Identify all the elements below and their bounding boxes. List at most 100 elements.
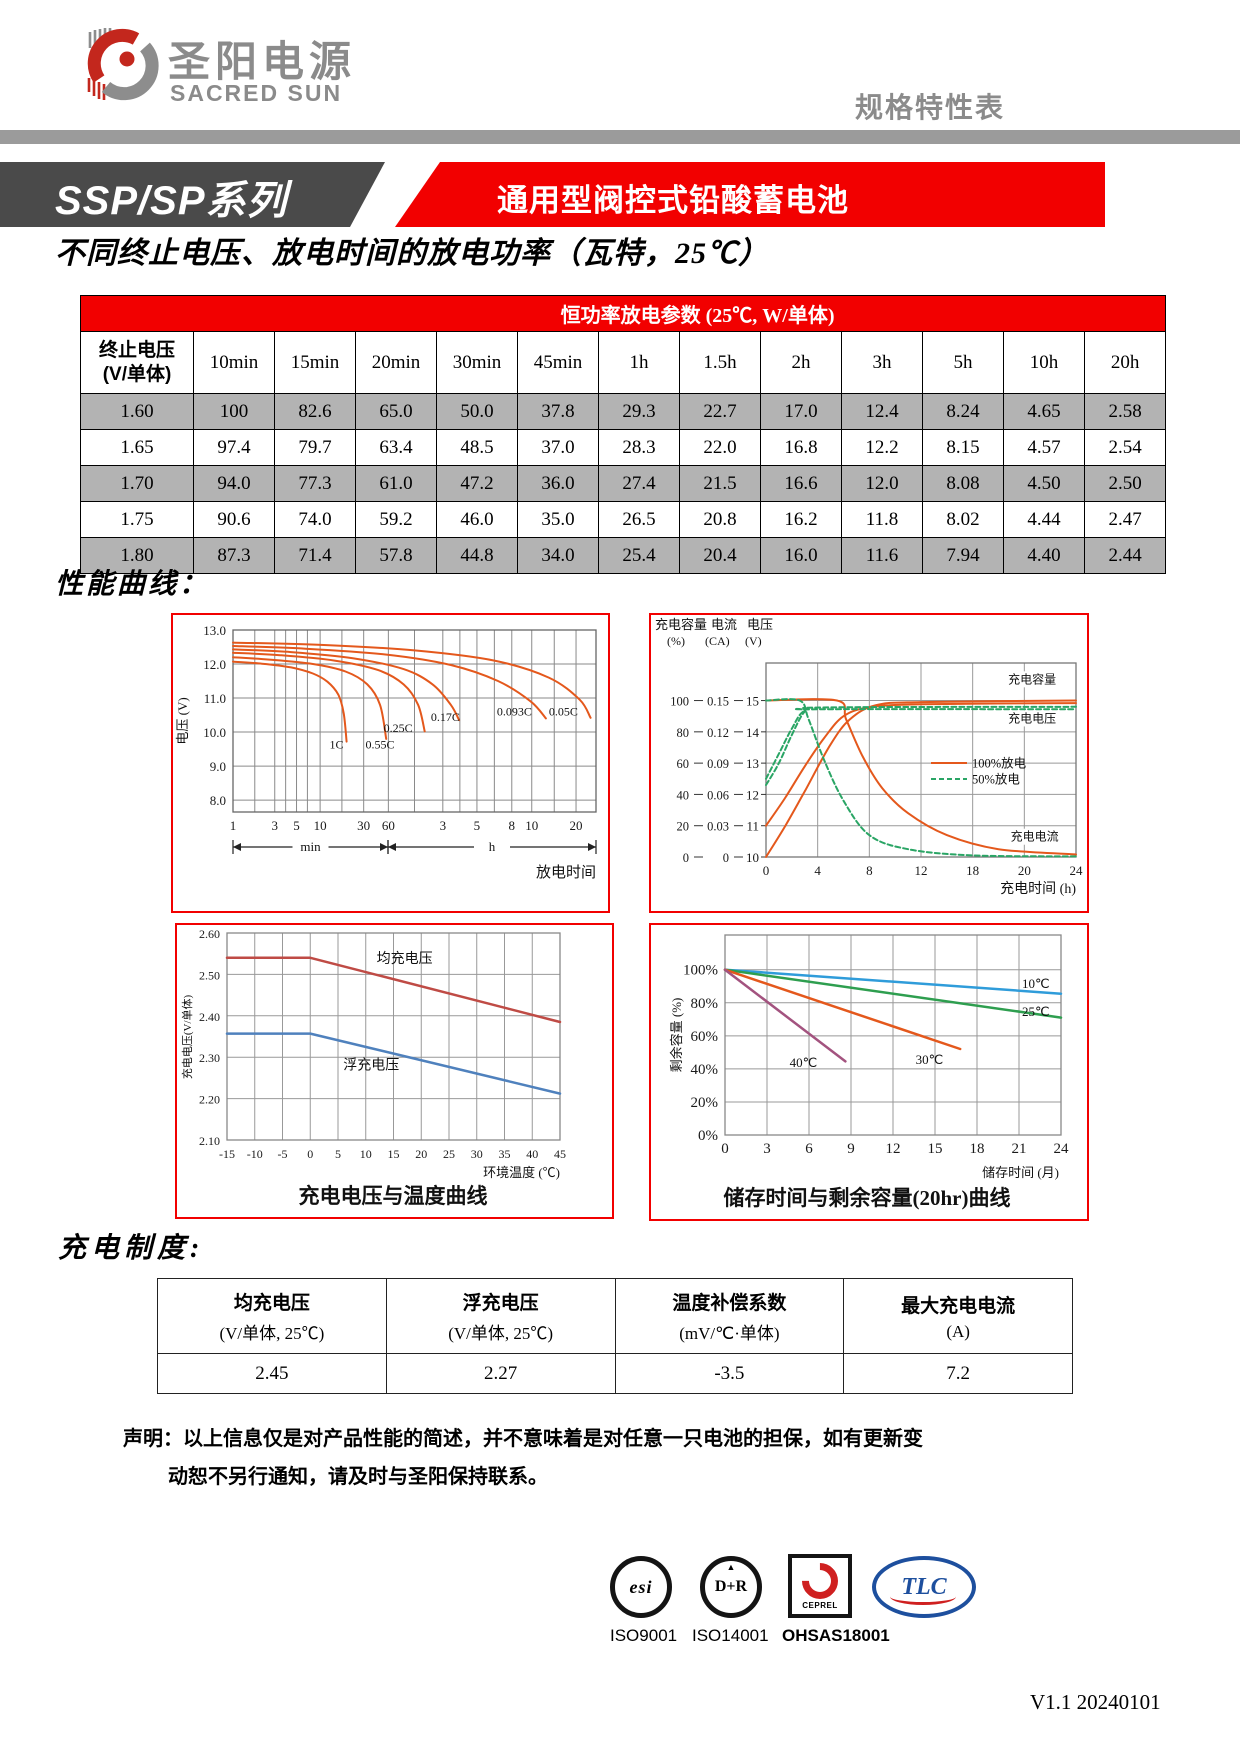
svg-text:充电电压与温度曲线: 充电电压与温度曲线	[299, 1184, 488, 1208]
svg-text:0%: 0%	[698, 1128, 718, 1144]
power-value-cell: 16.8	[760, 429, 842, 466]
svg-text:0.09: 0.09	[707, 757, 729, 771]
column-header: 20h	[1083, 331, 1167, 394]
power-value-cell: 29.3	[598, 393, 680, 430]
svg-text:30: 30	[471, 1147, 483, 1161]
svg-text:25℃: 25℃	[1022, 1004, 1050, 1019]
charge-voltage-temperature-chart: -15 -10 -5 0 5 10 15 20 25 30 35 40 45 2.10 2.20 2.30 2.…	[175, 923, 614, 1219]
svg-text:5: 5	[335, 1147, 341, 1161]
power-value-cell: 50.0	[436, 393, 518, 430]
svg-text:0: 0	[723, 851, 729, 865]
dhr-triangle-glyph: ▲	[726, 1562, 736, 1572]
charging-value-cell: 2.45	[157, 1353, 387, 1394]
power-value-cell: 11.8	[841, 501, 923, 538]
svg-text:4: 4	[814, 863, 821, 878]
svg-text:2.10: 2.10	[199, 1134, 220, 1148]
column-header: 10h	[1003, 331, 1085, 394]
svg-text:0.12: 0.12	[707, 726, 729, 740]
svg-text:6: 6	[805, 1141, 813, 1157]
svg-text:9.0: 9.0	[210, 759, 226, 774]
column-header: 5h	[922, 331, 1004, 394]
svg-text:11.0: 11.0	[204, 691, 226, 706]
power-value-cell: 59.2	[355, 501, 437, 538]
curves-section-title: 性能曲线：	[55, 569, 211, 600]
power-value-cell: 16.2	[760, 501, 842, 538]
tlc-cert-icon: TLC	[872, 1556, 976, 1618]
power-value-cell: 35.0	[517, 501, 599, 538]
svg-text:储存时间 (月): 储存时间 (月)	[982, 1165, 1059, 1180]
table-row: 1.80 87.3 71.4 57.8 44.8 34.0 25.4 20.4 16.0 11.6…	[80, 537, 1167, 574]
svg-text:20%: 20%	[691, 1095, 719, 1111]
svg-text:30: 30	[357, 818, 370, 833]
power-value-cell: 7.94	[922, 537, 1004, 574]
charging-header-cell: 最大充电电流 (A)	[843, 1278, 1073, 1354]
svg-text:电流: 电流	[711, 617, 737, 632]
header-divider-bar	[0, 130, 1240, 144]
column-header: 2h	[760, 331, 842, 394]
column-header: 1.5h	[679, 331, 761, 394]
svg-text:20: 20	[677, 820, 690, 834]
svg-text:0.06: 0.06	[707, 788, 729, 802]
power-value-cell: 90.6	[193, 501, 275, 538]
power-value-cell: 16.0	[760, 537, 842, 574]
power-value-cell: 2.47	[1083, 501, 1167, 538]
column-header: 15min	[274, 331, 356, 394]
charging-header-cell: 浮充电压 (V/单体, 25℃)	[385, 1278, 616, 1354]
power-value-cell: 71.4	[274, 537, 356, 574]
table-row: 1.75 90.6 74.0 59.2 46.0 35.0 26.5 20.8 16.2 11.8…	[80, 501, 1167, 538]
svg-text:电压 (V): 电压 (V)	[175, 697, 190, 744]
power-value-cell: 25.4	[598, 537, 680, 574]
power-value-cell: 8.15	[922, 429, 1004, 466]
svg-text:40: 40	[677, 788, 690, 802]
power-value-cell: 2.44	[1083, 537, 1167, 574]
power-value-cell: 37.8	[517, 393, 599, 430]
svg-text:10: 10	[746, 850, 759, 865]
power-value-cell: 22.7	[679, 393, 761, 430]
svg-text:(CA): (CA)	[705, 634, 730, 648]
charging-value-cell: 7.2	[843, 1353, 1073, 1394]
banner-gray-shape	[0, 162, 385, 227]
svg-text:12: 12	[915, 863, 928, 878]
chart4-svg: 0 3 6 9 12 15 18 21 24 0% 20% 40% 60% 80% 100% 40℃ 30℃ 10…	[669, 934, 1069, 1210]
power-value-cell: 21.5	[679, 465, 761, 502]
dhr-cert-icon: ▲ D+R	[700, 1556, 762, 1618]
svg-text:13.0: 13.0	[203, 623, 226, 638]
svg-text:12: 12	[746, 787, 759, 802]
svg-text:0: 0	[307, 1147, 313, 1161]
power-value-cell: 20.4	[679, 537, 761, 574]
svg-text:充电电压: 充电电压	[1008, 710, 1056, 725]
power-value-cell: 46.0	[436, 501, 518, 538]
table-row: 1.70 94.0 77.3 61.0 47.2 36.0 27.4 21.5 16.6 12.0…	[80, 465, 1167, 502]
power-value-cell: 16.6	[760, 465, 842, 502]
svg-text:12: 12	[886, 1141, 901, 1157]
svg-text:21: 21	[1012, 1141, 1027, 1157]
svg-text:9: 9	[847, 1141, 855, 1157]
end-voltage-header: 终止电压 (V/单体)	[80, 331, 194, 394]
svg-text:0.15: 0.15	[707, 695, 729, 709]
power-value-cell: 44.8	[436, 537, 518, 574]
svg-text:0.05C: 0.05C	[549, 705, 578, 719]
svg-text:充电电流: 充电电流	[1011, 829, 1059, 844]
svg-text:1: 1	[230, 818, 237, 833]
end-voltage-cell: 1.70	[80, 465, 194, 502]
svg-text:15: 15	[746, 694, 759, 709]
chart2-svg: 0 4 8 12 18 20 24 10 11 12 13 14 15 0 20 40 60 80 100 0 0.03…	[655, 617, 1083, 897]
power-value-cell: 11.6	[841, 537, 923, 574]
disclaimer-line1: 声明：以上信息仅是对产品性能的简述，并不意味着是对任意一只电池的担保，如有更新变	[123, 1428, 923, 1450]
column-header: 30min	[436, 331, 518, 394]
power-value-cell: 8.08	[922, 465, 1004, 502]
svg-text:2.40: 2.40	[199, 1010, 220, 1024]
power-value-cell: 4.65	[1003, 393, 1085, 430]
svg-text:(%): (%)	[667, 634, 685, 648]
disclaimer-line2: 动恕不另行通知，请及时与圣阳保持联系。	[168, 1466, 548, 1488]
table-row: 1.60 100 82.6 65.0 50.0 37.8 29.3 22.7 17.0 12.4 8…	[80, 393, 1167, 430]
power-value-cell: 34.0	[517, 537, 599, 574]
svg-text:100%放电: 100%放电	[972, 756, 1027, 771]
power-value-cell: 12.0	[841, 465, 923, 502]
version-footer: V1.1 20240101	[1030, 1690, 1161, 1714]
sacred-sun-logo-icon	[87, 28, 159, 101]
power-value-cell: 4.40	[1003, 537, 1085, 574]
svg-text:min: min	[300, 839, 321, 854]
svg-text:10℃: 10℃	[1022, 976, 1050, 991]
power-value-cell: 2.54	[1083, 429, 1167, 466]
